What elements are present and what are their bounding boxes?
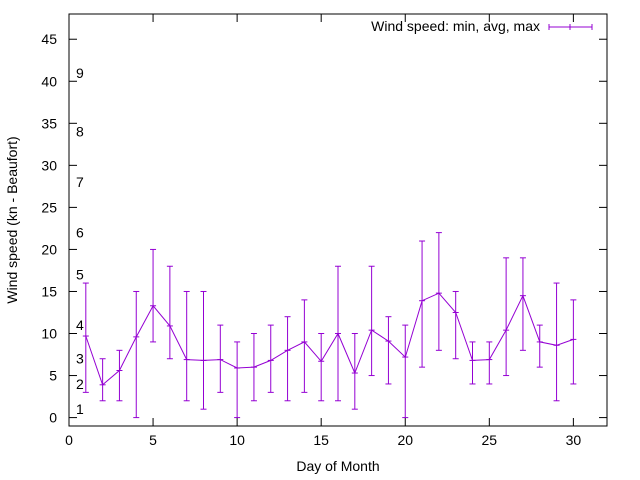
- beaufort-label: 1: [76, 401, 84, 417]
- avg-line: [85, 292, 574, 386]
- beaufort-label: 3: [76, 351, 84, 367]
- series-plot: [82, 232, 577, 419]
- y-tick-label: 10: [41, 326, 57, 342]
- errorbar-day-24: [469, 341, 476, 385]
- beaufort-label: 4: [76, 317, 84, 333]
- errorbar-day-5: [150, 248, 157, 343]
- errorbar-day-8: [200, 290, 207, 410]
- errorbar-day-28: [536, 324, 543, 368]
- errorbar-day-4: [133, 290, 140, 419]
- errorbar-day-22: [435, 232, 442, 351]
- errorbar-day-21: [419, 240, 426, 368]
- y-axis-label: Wind speed (kn - Beaufort): [4, 136, 20, 303]
- errorbar-day-30: [570, 299, 577, 385]
- errorbar-day-10: [234, 341, 241, 419]
- x-tick-label: 20: [397, 432, 413, 448]
- errorbar-day-25: [486, 341, 493, 385]
- errorbar-day-23: [452, 290, 459, 360]
- errorbar-day-9: [217, 324, 224, 393]
- beaufort-label: 2: [76, 376, 84, 392]
- legend-label: Wind speed: min, avg, max: [371, 18, 540, 34]
- x-tick-label: 15: [313, 432, 329, 448]
- x-tick-label: 25: [482, 432, 498, 448]
- beaufort-label: 6: [76, 225, 84, 241]
- beaufort-label: 8: [76, 124, 84, 140]
- y-tick-label: 15: [41, 283, 57, 299]
- errorbar-day-16: [335, 265, 341, 402]
- errorbar-day-19: [385, 316, 392, 385]
- x-tick-label: 10: [229, 432, 245, 448]
- y-tick-label: 0: [49, 410, 57, 426]
- plot-frame: [68, 13, 608, 427]
- errorbar-day-1: [82, 282, 89, 393]
- x-axis-label: Day of Month: [296, 458, 379, 474]
- y-tick-label: 25: [41, 199, 57, 215]
- beaufort-label: 9: [76, 65, 84, 81]
- beaufort-label: 7: [76, 174, 84, 190]
- x-tick-label: 30: [566, 432, 582, 448]
- y-tick-label: 30: [41, 157, 57, 173]
- errorbar-day-17: [351, 333, 358, 410]
- errorbar-day-2: [99, 358, 106, 402]
- x-tick-label: 5: [149, 432, 157, 448]
- errorbar-day-15: [318, 333, 325, 402]
- y-tick-label: 45: [41, 31, 57, 47]
- errorbar-day-6: [166, 265, 173, 360]
- x-tick-label: 0: [65, 432, 73, 448]
- errorbar-day-29: [553, 282, 560, 402]
- errorbar-day-27: [519, 257, 526, 351]
- y-tick-label: 20: [41, 241, 57, 257]
- errorbar-day-7: [183, 290, 190, 402]
- y-tick-label: 5: [49, 368, 57, 384]
- errorbar-day-3: [116, 349, 123, 402]
- beaufort-label: 5: [76, 267, 84, 283]
- legend: Wind speed: min, avg, max: [371, 18, 593, 34]
- errorbar-day-13: [284, 316, 291, 402]
- errorbar-day-18: [368, 265, 375, 377]
- legend-sample: [548, 24, 593, 30]
- errorbar-day-11: [250, 333, 257, 402]
- errorbar-day-26: [503, 257, 510, 377]
- errorbar-day-20: [402, 324, 409, 419]
- beaufort-scale-labels: 1 2 3 4 5 6 7 8 9: [76, 65, 84, 417]
- y-tick-label: 35: [41, 115, 57, 131]
- y-tick-label: 40: [41, 73, 57, 89]
- errorbar-day-12: [267, 324, 274, 393]
- errorbar-day-14: [301, 299, 308, 393]
